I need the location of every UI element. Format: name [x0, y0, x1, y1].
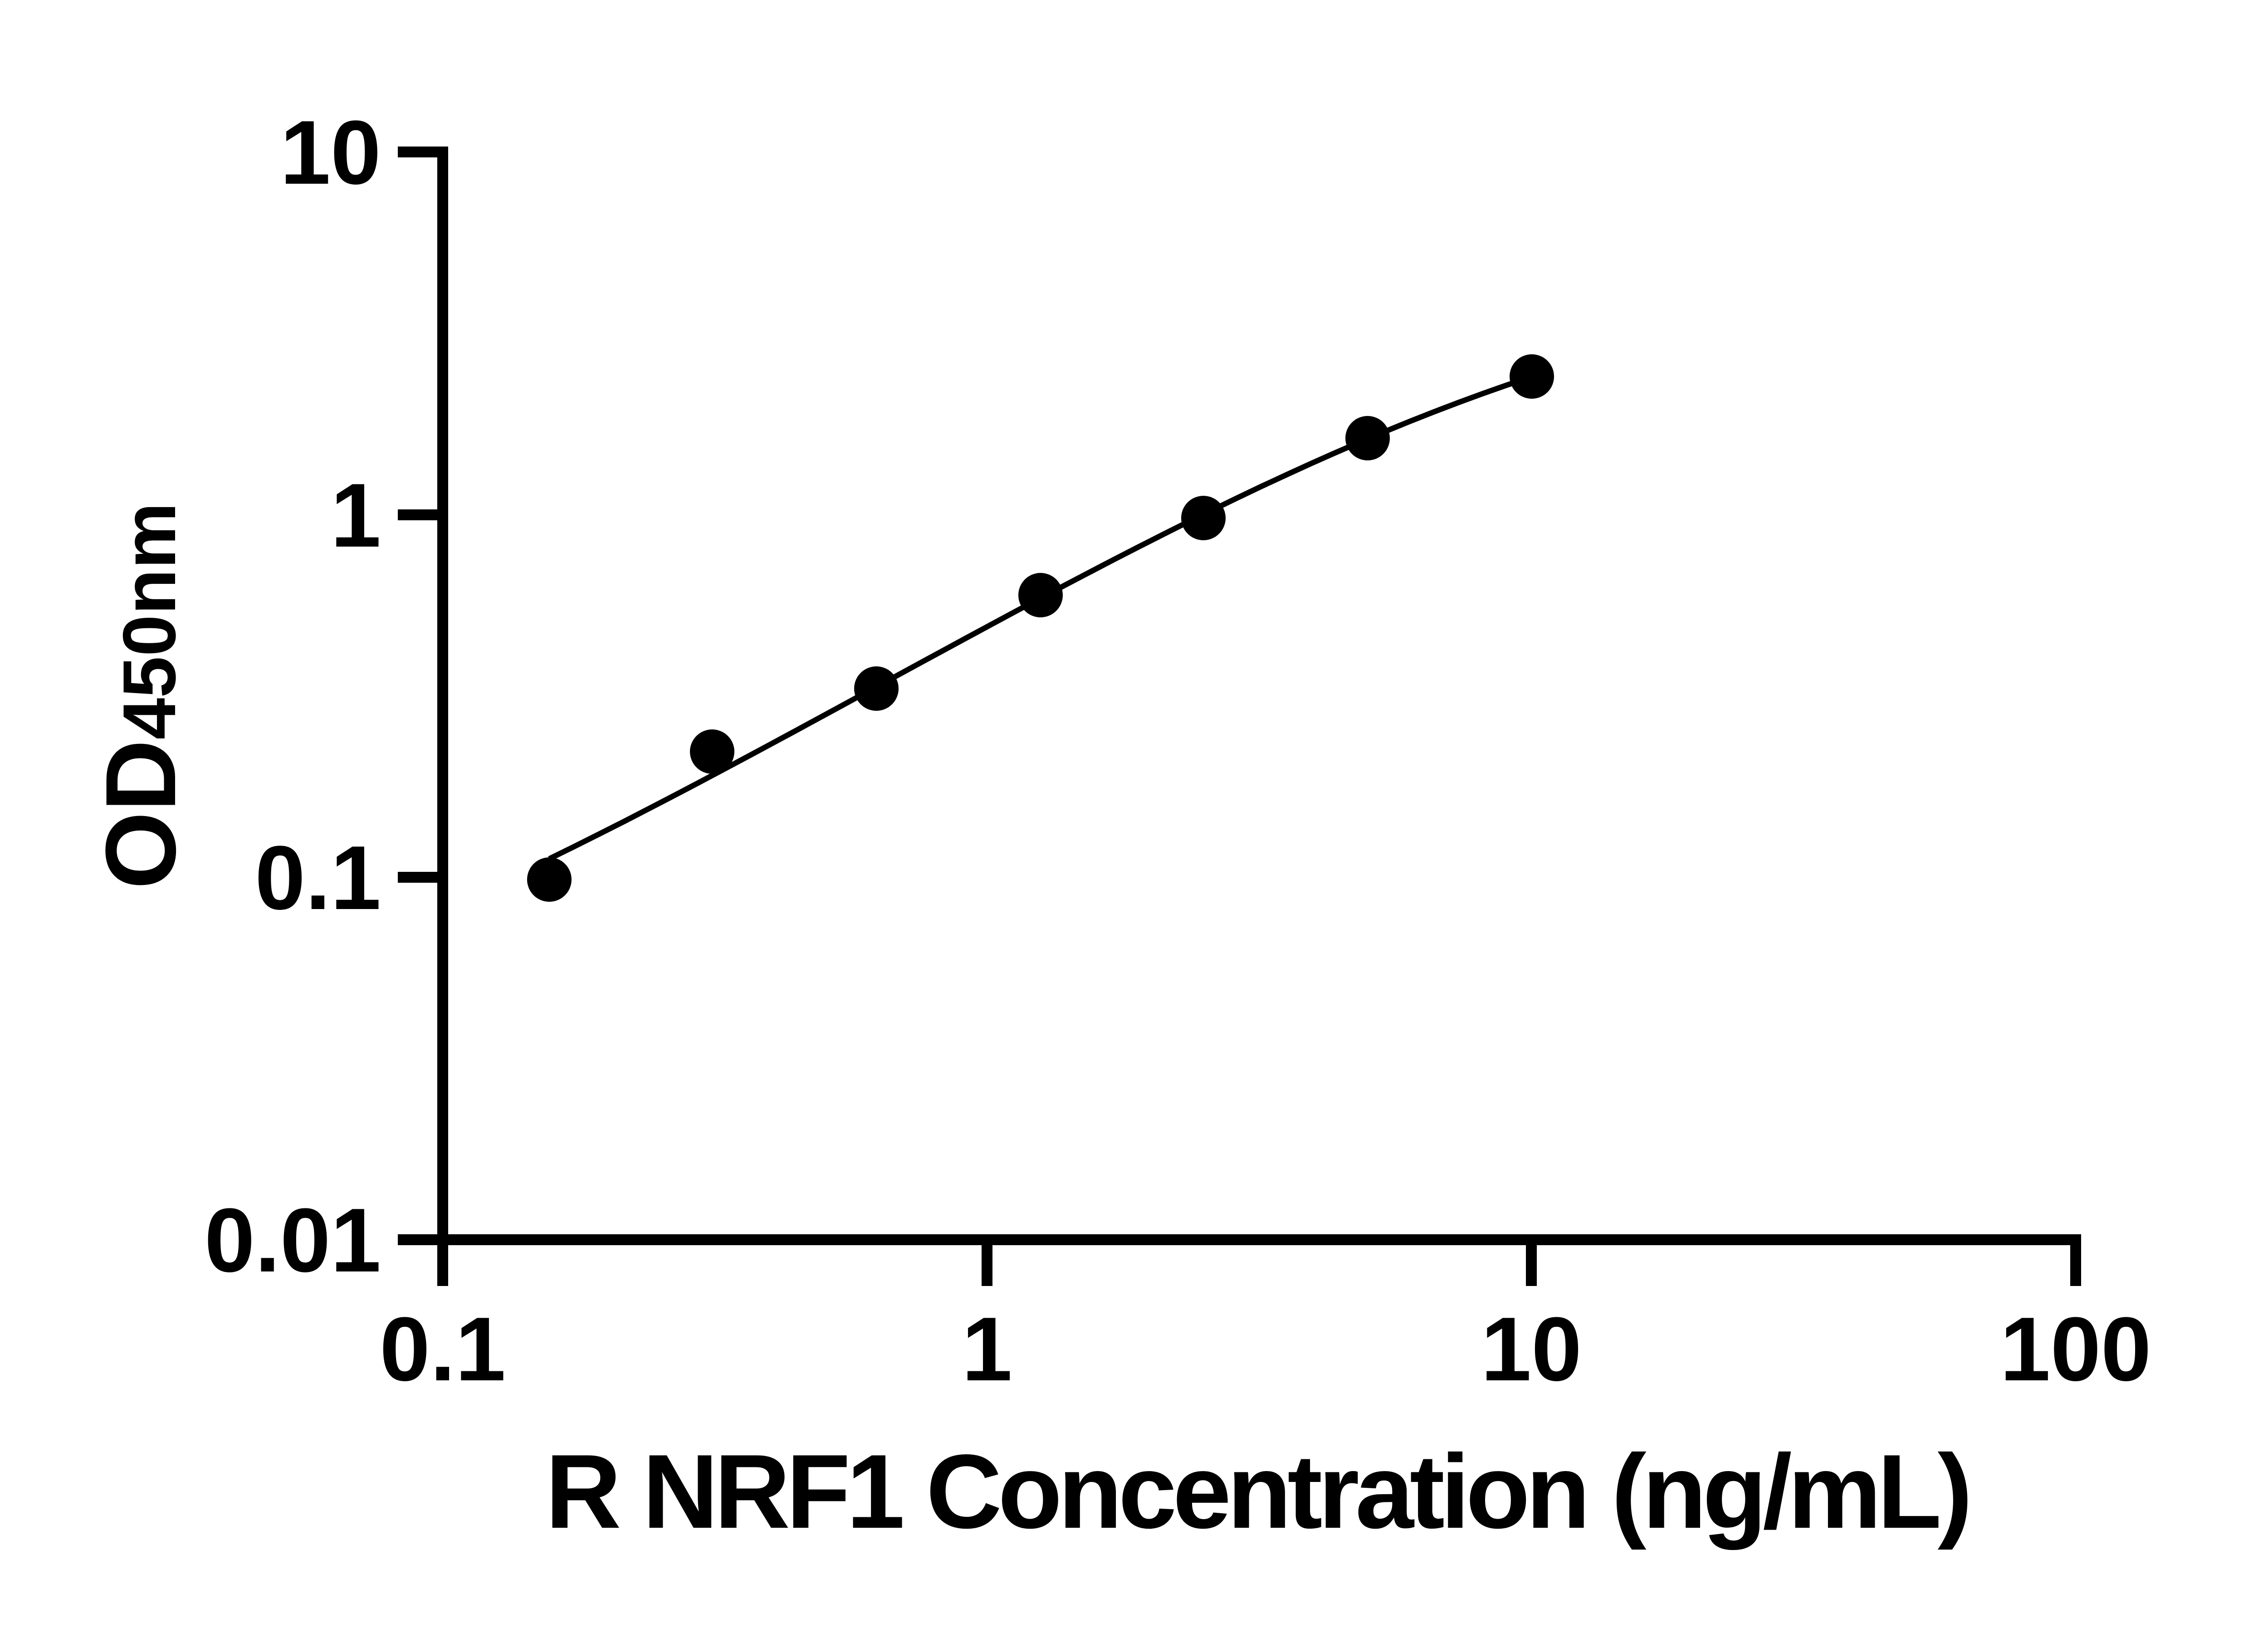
svg-text:0.1: 0.1 [380, 1299, 506, 1400]
svg-text:100: 100 [2000, 1299, 2151, 1400]
svg-text:10: 10 [1481, 1299, 1582, 1400]
svg-text:1: 1 [962, 1299, 1012, 1400]
svg-text:R NRF1 Concentration (ng/mL): R NRF1 Concentration (ng/mL) [545, 1433, 1969, 1550]
svg-text:1: 1 [331, 465, 381, 566]
svg-text:10: 10 [280, 102, 381, 203]
svg-text:0.1: 0.1 [255, 827, 381, 929]
svg-text:0.01: 0.01 [205, 1190, 381, 1291]
